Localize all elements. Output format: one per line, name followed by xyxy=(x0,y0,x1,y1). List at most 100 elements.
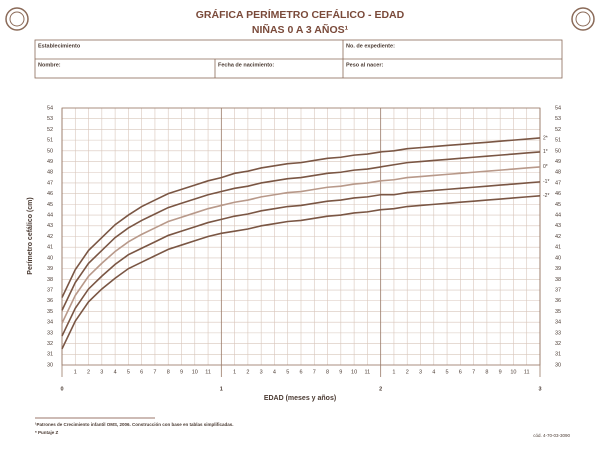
x-tick-label: 9 xyxy=(499,369,502,375)
title: GRÁFICA PERÍMETRO CEFÁLICO - EDAD xyxy=(196,8,405,21)
x-tick-label: 4 xyxy=(432,369,435,375)
logo-left xyxy=(5,7,29,31)
y-tick-label: 32 xyxy=(47,341,53,347)
y-tick-label: 49 xyxy=(47,159,53,165)
x-year-label: 2 xyxy=(379,386,382,392)
y-tick-label: 40 xyxy=(47,255,53,261)
curve xyxy=(61,195,541,350)
x-year-label: 0 xyxy=(60,386,63,392)
logo-left-inner xyxy=(9,11,25,27)
x-year-label: 1 xyxy=(220,386,223,392)
y-tick-label: 30 xyxy=(47,362,53,368)
form-label: Establecimiento xyxy=(38,43,81,49)
form-label: Peso al nacer: xyxy=(346,62,383,68)
y-tick-label: 54 xyxy=(47,105,53,111)
x-tick-label: 1 xyxy=(233,369,236,375)
x-tick-label: 8 xyxy=(485,369,488,375)
y-tick-label: 50 xyxy=(47,148,53,154)
x-tick-label: 3 xyxy=(260,369,263,375)
x-tick-label: 5 xyxy=(127,369,130,375)
y-tick-label: 43 xyxy=(47,223,53,229)
y-tick-label: 48 xyxy=(47,170,53,176)
x-tick-label: 3 xyxy=(100,369,103,375)
x-tick-label: 2 xyxy=(87,369,90,375)
x-tick-label: 2 xyxy=(246,369,249,375)
y-tick-label: 53 xyxy=(47,116,53,122)
y-tick-label: 53 xyxy=(555,116,561,122)
y-axis-title: Perímetro cefálico (cm) xyxy=(27,197,34,274)
y-tick-label: 43 xyxy=(555,223,561,229)
y-tick-label: 46 xyxy=(555,191,561,197)
y-tick-label: 47 xyxy=(47,180,53,186)
form-label: No. de expediente: xyxy=(346,43,395,49)
form-code: cód. 4-70-03-3090 xyxy=(533,433,570,438)
y-tick-label: 42 xyxy=(555,234,561,240)
y-tick-label: 33 xyxy=(47,330,53,336)
curve-label: 0* xyxy=(543,164,548,170)
y-tick-label: 35 xyxy=(47,309,53,315)
x-tick-label: 7 xyxy=(472,369,475,375)
y-tick-label: 52 xyxy=(47,127,53,133)
x-tick-label: 6 xyxy=(299,369,302,375)
x-tick-label: 11 xyxy=(524,369,530,375)
y-tick-label: 49 xyxy=(555,159,561,165)
x-tick-label: 7 xyxy=(313,369,316,375)
x-tick-label: 11 xyxy=(205,369,211,375)
y-tick-label: 30 xyxy=(555,362,561,368)
y-tick-label: 37 xyxy=(47,287,53,293)
logo-right xyxy=(571,7,595,31)
y-tick-label: 50 xyxy=(555,148,561,154)
y-tick-label: 41 xyxy=(555,245,561,251)
curve-label: -1* xyxy=(543,179,549,185)
y-tick-label: 46 xyxy=(47,191,53,197)
x-tick-label: 8 xyxy=(326,369,329,375)
y-tick-label: 44 xyxy=(47,213,53,219)
logo-right-inner xyxy=(575,11,591,27)
x-tick-label: 9 xyxy=(180,369,183,375)
curve xyxy=(61,151,541,311)
y-tick-label: 36 xyxy=(47,298,53,304)
x-tick-label: 1 xyxy=(392,369,395,375)
footnote: * Puntaje Z xyxy=(35,430,59,435)
footnote: ¹Patrones de Crecimiento infantil OMS, 2… xyxy=(35,422,234,427)
y-tick-label: 40 xyxy=(555,255,561,261)
y-tick-label: 38 xyxy=(47,277,53,283)
subtitle: NIÑAS 0 A 3 AÑOS¹ xyxy=(252,23,349,36)
x-tick-label: 10 xyxy=(192,369,198,375)
x-tick-label: 7 xyxy=(153,369,156,375)
x-tick-label: 4 xyxy=(114,369,117,375)
y-tick-label: 35 xyxy=(555,309,561,315)
curve xyxy=(61,166,541,324)
curve xyxy=(61,181,541,337)
x-tick-label: 5 xyxy=(446,369,449,375)
y-tick-label: 51 xyxy=(47,138,53,144)
curve xyxy=(61,137,541,298)
y-tick-label: 34 xyxy=(47,320,53,326)
y-tick-label: 47 xyxy=(555,180,561,186)
y-tick-label: 54 xyxy=(555,105,561,111)
y-tick-label: 52 xyxy=(555,127,561,133)
y-tick-label: 48 xyxy=(555,170,561,176)
x-tick-label: 11 xyxy=(365,369,371,375)
y-tick-label: 51 xyxy=(555,138,561,144)
y-tick-label: 34 xyxy=(555,320,561,326)
x-tick-label: 3 xyxy=(419,369,422,375)
y-tick-label: 31 xyxy=(47,352,53,358)
y-tick-label: 37 xyxy=(555,287,561,293)
form-label: Fecha de nacimiento: xyxy=(218,62,274,68)
y-tick-label: 32 xyxy=(555,341,561,347)
x-tick-label: 8 xyxy=(167,369,170,375)
y-tick-label: 45 xyxy=(47,202,53,208)
y-tick-label: 39 xyxy=(555,266,561,272)
curve-label: 1* xyxy=(543,149,548,155)
x-year-label: 3 xyxy=(538,386,541,392)
y-tick-label: 39 xyxy=(47,266,53,272)
y-tick-label: 44 xyxy=(555,213,561,219)
x-tick-label: 6 xyxy=(459,369,462,375)
y-tick-label: 36 xyxy=(555,298,561,304)
y-tick-label: 45 xyxy=(555,202,561,208)
y-tick-label: 33 xyxy=(555,330,561,336)
y-tick-label: 31 xyxy=(555,352,561,358)
x-tick-label: 4 xyxy=(273,369,276,375)
